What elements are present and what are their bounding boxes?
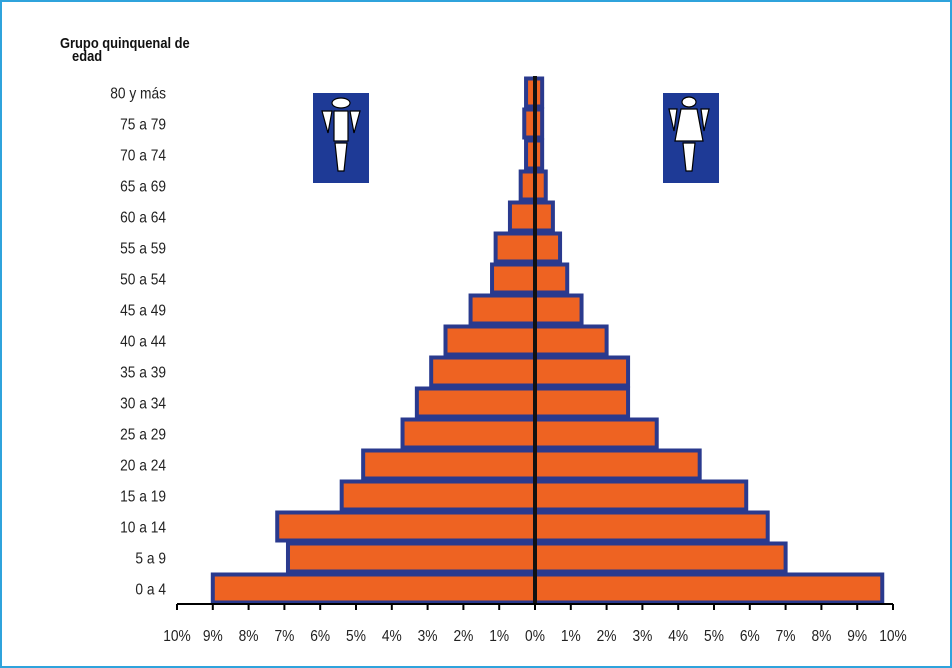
bar-male [213,575,535,603]
x-tick-label: 6% [310,627,330,645]
category-label: 80 y más [110,85,166,103]
bar-male [510,203,535,231]
bar-female [535,544,786,572]
bar-female [535,296,582,324]
x-tick-label: 10% [879,627,907,645]
bar-female [535,451,700,479]
x-tick-label: 2% [453,627,473,645]
x-tick-label: 9% [203,627,223,645]
bar-male [342,482,535,510]
category-label: 20 a 24 [120,457,166,475]
category-label: 75 a 79 [120,116,166,134]
bar-male [431,358,535,386]
bar-male [471,296,535,324]
bar-male [403,420,535,448]
x-tick-label: 4% [382,627,402,645]
bar-male [288,544,535,572]
bar-female [535,203,553,231]
category-label: 65 a 69 [120,178,166,196]
category-label: 70 a 74 [120,147,166,165]
bar-female [535,482,746,510]
x-tick-label: 7% [776,627,796,645]
bar-male [521,172,535,200]
category-label: 55 a 59 [120,240,166,258]
x-tick-label: 0% [525,627,545,645]
category-label: 15 a 19 [120,488,166,506]
x-tick-label: 4% [668,627,688,645]
bar-male [492,265,535,293]
bar-female [535,420,657,448]
bar-male [417,389,535,417]
category-label: 30 a 34 [120,395,166,413]
category-label: 10 a 14 [120,519,166,537]
category-label: 50 a 54 [120,271,166,289]
x-tick-label: 10% [163,627,191,645]
bar-male [277,513,535,541]
bar-female [535,513,768,541]
bar-female [535,575,882,603]
category-label: 60 a 64 [120,209,166,227]
category-label: 25 a 29 [120,426,166,444]
bar-male [496,234,535,262]
bar-male [363,451,535,479]
bar-female [535,234,560,262]
bar-female [535,389,628,417]
x-tick-label: 3% [632,627,652,645]
x-tick-label: 6% [740,627,760,645]
category-label: 35 a 39 [120,364,166,382]
bar-female [535,327,607,355]
x-tick-label: 9% [847,627,867,645]
category-label: 40 a 44 [120,333,166,351]
category-label: 5 a 9 [135,550,166,568]
bar-female [535,265,567,293]
x-tick-label: 5% [704,627,724,645]
bar-male [446,327,536,355]
category-label: 45 a 49 [120,302,166,320]
bar-female [535,358,628,386]
category-label: 0 a 4 [135,581,166,599]
x-tick-label: 8% [239,627,259,645]
x-tick-label: 1% [561,627,581,645]
x-tick-label: 2% [597,627,617,645]
x-tick-label: 7% [274,627,294,645]
x-tick-label: 1% [489,627,509,645]
x-tick-label: 3% [418,627,438,645]
x-tick-label: 8% [811,627,831,645]
x-tick-label: 5% [346,627,366,645]
